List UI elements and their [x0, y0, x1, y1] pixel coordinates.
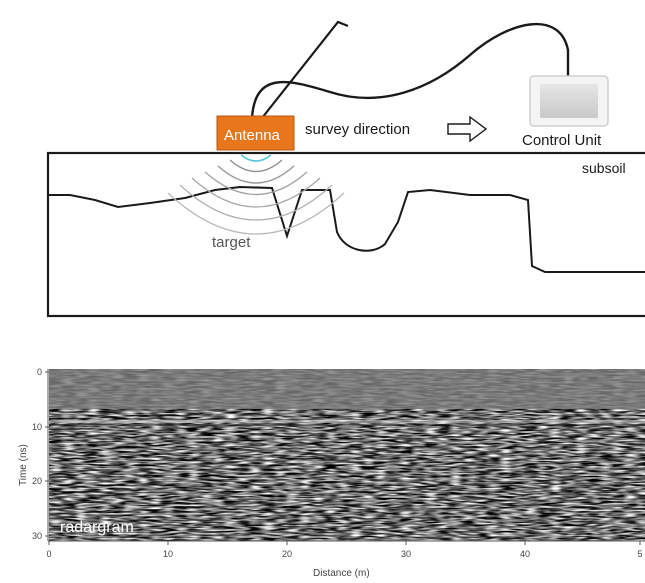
target-label: target	[212, 234, 251, 251]
x-tick-label: 20	[282, 549, 292, 559]
x-tick-label: 30	[401, 549, 411, 559]
x-tick-labels: 0 10 20 30 40 5	[46, 541, 642, 559]
control-unit-label: Control Unit	[522, 132, 602, 149]
antenna: Antenna	[217, 116, 294, 150]
x-axis-label: Distance (m)	[313, 568, 370, 578]
subsoil-box	[48, 153, 645, 316]
y-tick-label: 30	[32, 531, 42, 541]
right-hollow-arrow-icon	[448, 117, 486, 141]
y-axis-label: Time (ns)	[18, 444, 29, 486]
y-tick-labels: 0 10 20 30	[32, 367, 49, 541]
x-tick-label: 40	[520, 549, 530, 559]
subsoil-label: subsoil	[582, 160, 626, 176]
x-tick-label: 0	[46, 549, 51, 559]
radargram-panel	[49, 369, 645, 541]
x-tick-label: 10	[163, 549, 173, 559]
y-tick-label: 20	[32, 476, 42, 486]
survey-direction-label: survey direction	[305, 121, 410, 138]
radargram-overlay-label: radargram	[60, 519, 134, 536]
y-tick-label: 0	[37, 367, 42, 377]
x-tick-label: 5	[637, 549, 642, 559]
control-unit-device	[530, 76, 608, 126]
antenna-label: Antenna	[224, 127, 281, 144]
y-tick-label: 10	[32, 422, 42, 432]
antenna-handle	[262, 22, 348, 118]
